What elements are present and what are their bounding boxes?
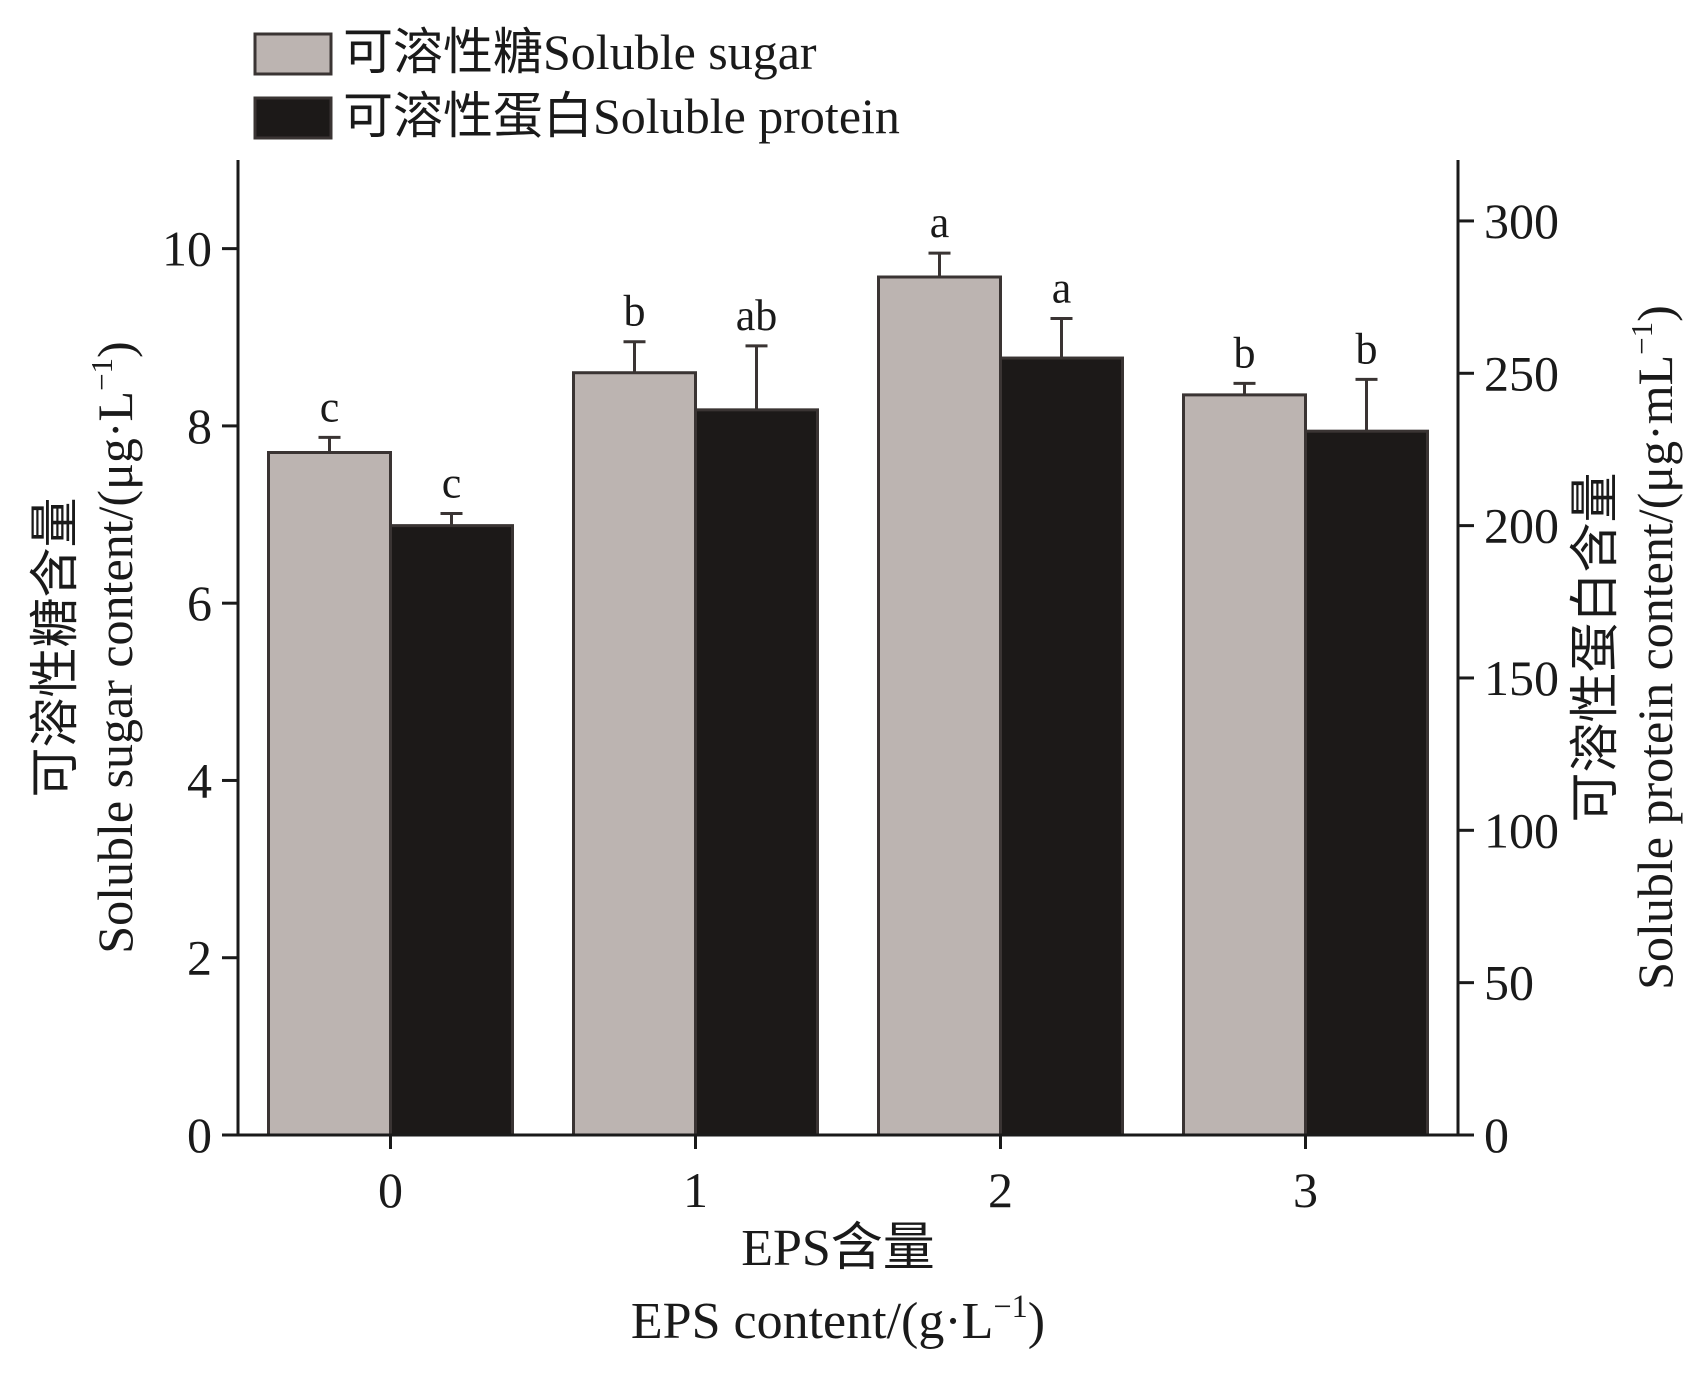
legend-swatch-protein: [253, 96, 333, 140]
right-y-tick-label: 50: [1484, 955, 1534, 1011]
legend-label: 可溶性糖Soluble sugar: [343, 24, 817, 80]
bar-sugar-1: [572, 371, 697, 1137]
right-y-tick-label: 200: [1484, 498, 1559, 554]
x-axis-title-en: EPS content/(g·L−1): [631, 1288, 1045, 1350]
left-y-tick-label: 4: [187, 752, 212, 808]
bar-sugar-2: [877, 275, 1002, 1137]
right-y-tick-label: 100: [1484, 802, 1559, 858]
right-y-tick-label: 0: [1484, 1107, 1509, 1163]
significance-label: ab: [736, 291, 778, 340]
x-tick-label: 0: [378, 1162, 403, 1218]
significance-label: a: [1052, 263, 1072, 312]
significance-label: b: [1234, 328, 1256, 377]
significance-label: c: [320, 382, 340, 431]
significance-label: b: [1356, 324, 1378, 373]
right-y-axis-title-zh: 可溶性蛋白含量: [1567, 473, 1623, 823]
left-y-axis-title-en: Soluble sugar content/(μg·L−1): [84, 341, 143, 953]
left-y-tick-label: 6: [187, 575, 212, 631]
axis-labels: EPS含量 EPS content/(g·L−1) 可溶性糖含量 Soluble su…: [27, 305, 1683, 1350]
x-tick-label: 2: [988, 1162, 1013, 1218]
x-tick-label: 1: [683, 1162, 708, 1218]
bar-protein-1: [694, 408, 819, 1137]
legend: 可溶性糖Soluble sugar 可溶性蛋白Soluble protein: [253, 24, 900, 144]
left-y-tick-label: 0: [187, 1107, 212, 1163]
significance-label: c: [442, 458, 462, 507]
significance-label: b: [624, 287, 646, 336]
bar-protein-2: [999, 356, 1124, 1137]
left-y-tick-label: 8: [187, 398, 212, 454]
legend-label: 可溶性蛋白Soluble protein: [343, 88, 900, 144]
right-y-tick-label: 300: [1484, 193, 1559, 249]
left-y-tick-label: 10: [162, 221, 212, 277]
bar-sugar-3: [1182, 393, 1307, 1137]
left-y-tick-label: 2: [187, 930, 212, 986]
right-y-tick-label: 150: [1484, 650, 1559, 706]
bar-protein-0: [389, 524, 514, 1137]
x-axis-title-zh: EPS含量: [741, 1220, 935, 1277]
right-y-axis-title-en: Soluble protein content/(μg·mL−1): [1624, 305, 1683, 990]
bar-protein-3: [1304, 429, 1429, 1137]
x-tick-label: 3: [1293, 1162, 1318, 1218]
legend-swatch-sugar: [253, 32, 333, 76]
significance-label: a: [930, 198, 950, 247]
left-y-axis-title-zh: 可溶性糖含量: [27, 498, 83, 798]
bar-sugar-0: [267, 451, 392, 1137]
right-y-tick-label: 250: [1484, 345, 1559, 401]
